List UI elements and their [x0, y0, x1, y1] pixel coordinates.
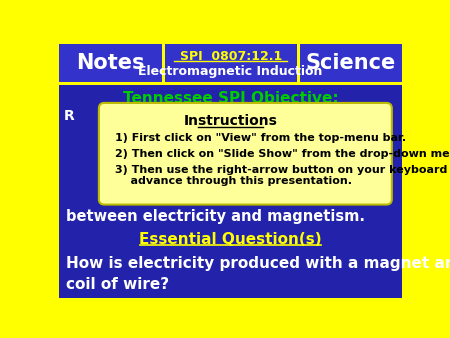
Text: Instructions: Instructions: [184, 114, 278, 128]
Bar: [59, 44, 162, 82]
Text: R: R: [64, 109, 75, 123]
Text: Science: Science: [306, 53, 396, 73]
Bar: [165, 44, 297, 82]
Text: SPI  0807:12.1: SPI 0807:12.1: [180, 50, 282, 63]
Bar: [300, 44, 402, 82]
Text: How is electricity produced with a magnet and a
coil of wire?: How is electricity produced with a magne…: [66, 256, 450, 292]
Text: Electromagnetic Induction: Electromagnetic Induction: [139, 65, 323, 78]
FancyBboxPatch shape: [99, 103, 392, 204]
Text: Tennessee SPI Objective:: Tennessee SPI Objective:: [123, 91, 338, 106]
Text: 2) Then click on "Slide Show" from the drop-down menu.: 2) Then click on "Slide Show" from the d…: [115, 149, 450, 159]
Text: Notes: Notes: [76, 53, 145, 73]
Text: 1) First click on "View" from the top-menu bar.: 1) First click on "View" from the top-me…: [115, 132, 406, 143]
Text: 3) Then use the right-arrow button on your keyboard to: 3) Then use the right-arrow button on yo…: [115, 165, 450, 175]
Text: between electricity and magnetism.: between electricity and magnetism.: [66, 209, 364, 224]
Text: Essential Question(s): Essential Question(s): [140, 232, 322, 247]
Bar: [59, 85, 402, 298]
Text: advance through this presentation.: advance through this presentation.: [115, 176, 352, 186]
